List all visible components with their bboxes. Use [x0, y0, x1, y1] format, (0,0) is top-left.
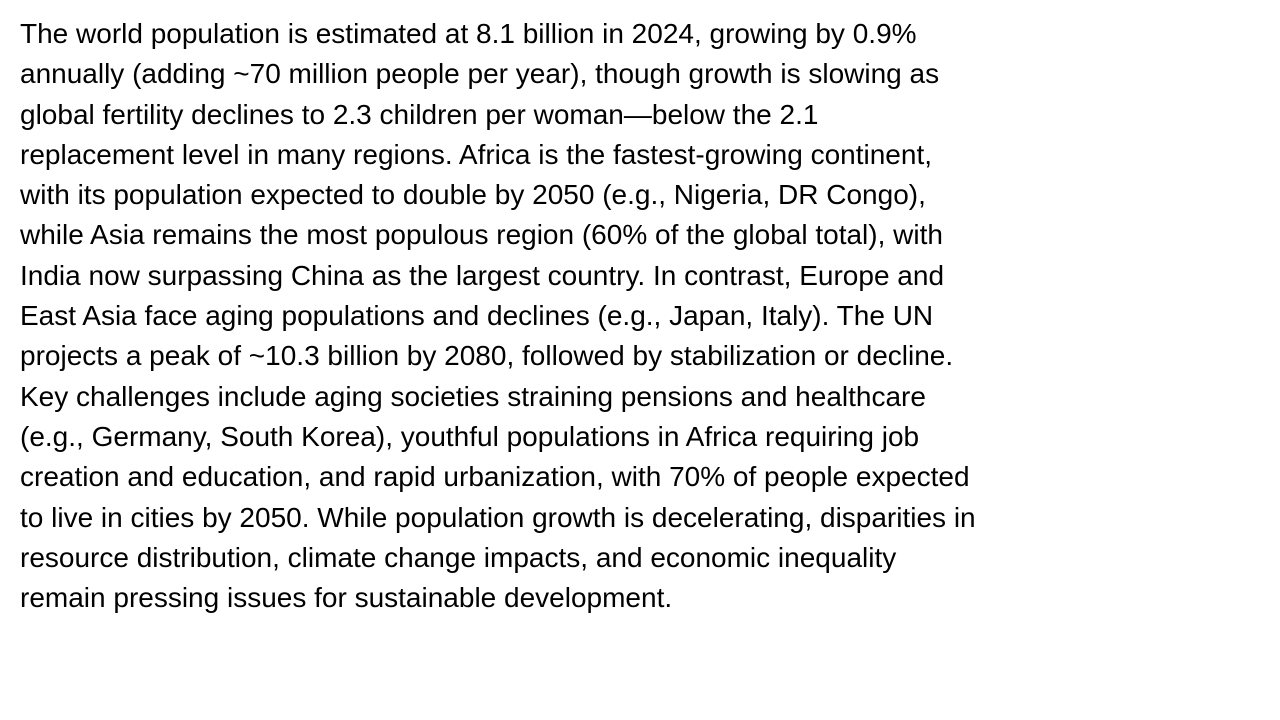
- text-line: Key challenges include aging societies s…: [20, 380, 926, 412]
- text-line: to live in cities by 2050. While populat…: [20, 501, 976, 533]
- text-line: remain pressing issues for sustainable d…: [20, 582, 673, 614]
- text-line: creation and education, and rapid urbani…: [20, 461, 970, 493]
- text-line: India now surpassing China as the larges…: [20, 259, 945, 291]
- paragraph: The world population is estimated at 8.1…: [20, 14, 1270, 618]
- text-line: (e.g., Germany, South Korea), youthful p…: [20, 420, 920, 452]
- text-line: East Asia face aging populations and dec…: [20, 300, 934, 332]
- text-line: projects a peak of ~10.3 billion by 2080…: [20, 340, 954, 372]
- text-line: resource distribution, climate change im…: [20, 541, 897, 573]
- text-line: while Asia remains the most populous reg…: [20, 219, 943, 251]
- text-line: annually (adding ~70 million people per …: [20, 58, 940, 90]
- text-line: The world population is estimated at 8.1…: [20, 18, 917, 49]
- text-line: replacement level in many regions. Afric…: [20, 138, 933, 170]
- text-line: with its population expected to double b…: [20, 179, 926, 211]
- text-line: global fertility declines to 2.3 childre…: [20, 98, 819, 130]
